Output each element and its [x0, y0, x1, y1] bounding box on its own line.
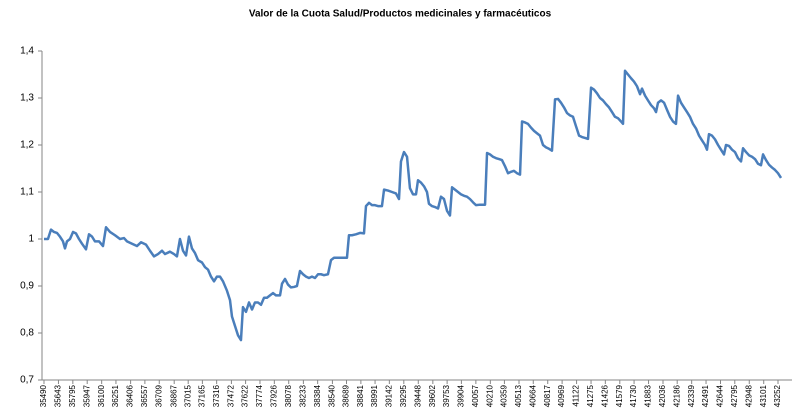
y-tick-label: 0,9 — [20, 281, 34, 292]
x-tick-label: 42491 — [701, 384, 710, 407]
x-tick-label: 38384 — [313, 384, 322, 407]
x-tick-label: 37472 — [227, 384, 236, 407]
x-tick-label: 37316 — [212, 384, 221, 407]
x-tick-label: 40057 — [471, 384, 480, 407]
x-tick-label: 39753 — [442, 384, 451, 407]
x-tick-label: 37015 — [183, 384, 192, 407]
x-tick-label: 38689 — [342, 384, 351, 407]
x-tick-label: 42644 — [716, 384, 725, 407]
x-tick-label: 40817 — [543, 384, 552, 407]
x-tick-label: 41122 — [572, 384, 581, 406]
x-tick-label: 38233 — [298, 384, 307, 407]
y-tick-label: 0,8 — [20, 328, 34, 339]
x-tick-label: 40664 — [528, 384, 537, 407]
x-tick-label: 41730 — [629, 384, 638, 407]
x-tick-label: 39142 — [384, 384, 393, 407]
y-tick-label: 1,1 — [20, 187, 34, 198]
x-tick-label: 35490 — [39, 384, 48, 407]
x-tick-label: 38991 — [370, 384, 379, 407]
y-tick-label: 1,3 — [20, 93, 34, 104]
x-tick-label: 43101 — [759, 384, 768, 407]
x-tick-label: 39448 — [413, 384, 422, 407]
x-tick-label: 42339 — [687, 384, 696, 407]
x-tick-label: 40513 — [514, 384, 523, 407]
y-tick-label: 1 — [28, 234, 34, 245]
x-tick-label: 37165 — [197, 384, 206, 407]
x-tick-label: 40969 — [557, 384, 566, 407]
x-tick-label: 35947 — [82, 384, 91, 407]
data-line — [43, 69, 783, 342]
x-tick-label: 40359 — [500, 384, 509, 407]
x-tick-label: 36251 — [111, 384, 120, 407]
x-tick-label: 42036 — [658, 384, 667, 407]
x-tick-label: 36557 — [140, 384, 149, 407]
x-tick-label: 36406 — [126, 384, 135, 407]
x-tick-label: 40210 — [485, 384, 494, 407]
x-tick-label: 37926 — [269, 384, 278, 407]
x-tick-label: 39904 — [457, 384, 466, 407]
x-tick-label: 42795 — [730, 384, 739, 407]
x-tick-label: 36709 — [154, 384, 163, 407]
x-tick-label: 42948 — [744, 384, 753, 407]
x-tick-label: 42186 — [672, 384, 681, 407]
x-tick-label: 37622 — [241, 384, 250, 407]
x-tick-label: 38540 — [328, 384, 337, 407]
x-tick-label: 36867 — [169, 384, 178, 407]
x-tick-label: 41883 — [644, 384, 653, 407]
x-tick-label: 36100 — [97, 384, 106, 407]
x-tick-label: 38078 — [284, 384, 293, 407]
x-tick-label: 41426 — [600, 384, 609, 407]
x-tick-label: 39295 — [399, 384, 408, 407]
x-tick-label: 43252 — [773, 384, 782, 407]
chart-title: Valor de la Cuota Salud/Productos medici… — [249, 9, 552, 20]
y-tick-label: 1,4 — [20, 46, 34, 57]
x-tick-label: 39602 — [428, 384, 437, 407]
y-tick-label: 1,2 — [20, 140, 34, 151]
x-tick-label: 35795 — [68, 384, 77, 407]
x-tick-label: 38841 — [356, 384, 365, 407]
x-tick-label: 37774 — [255, 384, 264, 407]
x-tick-label: 41275 — [586, 384, 595, 407]
y-tick-label: 0,7 — [20, 375, 34, 386]
x-tick-label: 41579 — [615, 384, 624, 407]
x-tick-label: 35643 — [54, 384, 63, 407]
